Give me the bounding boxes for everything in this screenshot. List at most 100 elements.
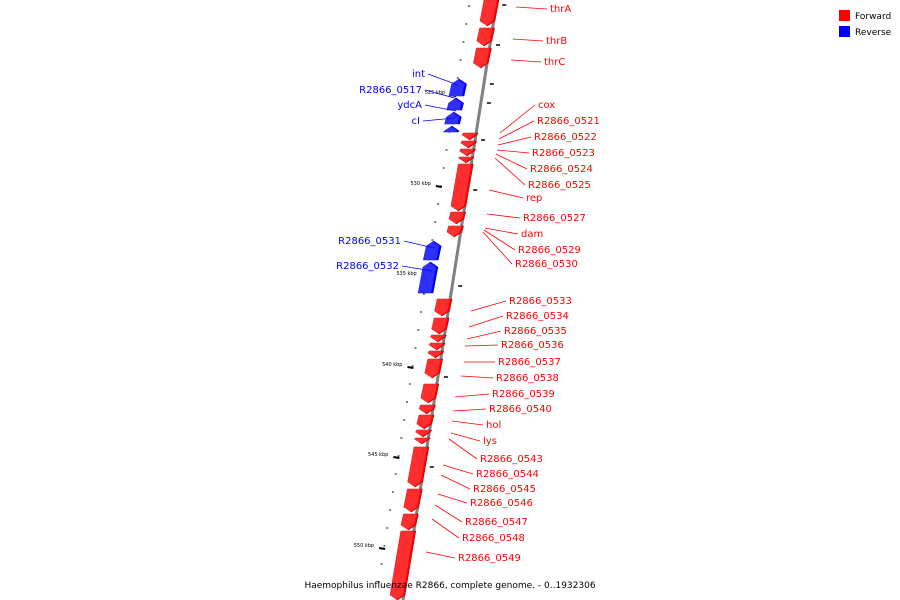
gene-feature-shade (418, 384, 437, 403)
label-connectors (401, 6, 548, 559)
gene-feature-R2866_0546[interactable] (403, 488, 423, 513)
gene-feature-R2866_0540[interactable] (418, 404, 436, 415)
gene-feature-shade (405, 447, 427, 487)
legend-reverse[interactable]: Reverse (839, 26, 892, 38)
gene-label-R2866_0529[interactable]: R2866_0529 (518, 245, 581, 256)
gene-label-R2866_0546[interactable]: R2866_0546 (470, 498, 533, 509)
gene-label-R2866_0530[interactable]: R2866_0530 (515, 259, 578, 270)
gene-label-cI[interactable]: cI (412, 116, 420, 127)
gene-feature-shade (387, 531, 414, 600)
gene-label-R2866_0522[interactable]: R2866_0522 (534, 132, 597, 143)
legend-forward[interactable]: Forward (839, 10, 891, 22)
gene-feature-R2866_0524[interactable] (450, 163, 474, 212)
gene-feature-hol[interactable] (416, 414, 435, 430)
gene-label-R2866_0536[interactable]: R2866_0536 (501, 340, 564, 351)
gene-feature-shade (398, 514, 417, 530)
gene-feature-lys[interactable] (415, 429, 433, 438)
gene-feature-R2866_0527[interactable] (446, 225, 464, 238)
gene-label-R2866_0517[interactable]: R2866_0517 (359, 85, 422, 96)
gene-feature-shade (422, 359, 441, 378)
gene-label-int[interactable]: int (412, 69, 425, 80)
gene-feature-R2866_0548[interactable] (400, 513, 419, 531)
gene-feature-cox[interactable] (461, 132, 479, 141)
gene-label-R2866_0533[interactable]: R2866_0533 (509, 296, 572, 307)
major-tick (393, 456, 400, 459)
map-title: Haemophilus influenzae R2866, complete g… (304, 581, 595, 591)
gene-feature-R2866_0525[interactable] (448, 211, 467, 225)
legend-reverse-label: Reverse (855, 28, 892, 38)
gene-feature-R2866_0539[interactable] (420, 383, 440, 404)
gene-label-R2866_0549[interactable]: R2866_0549 (458, 553, 521, 564)
connector-cI (422, 117, 456, 122)
gene-label-R2866_0535[interactable]: R2866_0535 (504, 326, 567, 337)
gene-features (387, 0, 500, 600)
gene-label-R2866_0531[interactable]: R2866_0531 (338, 236, 401, 247)
gene-label-R2866_0544[interactable]: R2866_0544 (476, 469, 539, 480)
gene-label-cox[interactable]: cox (538, 100, 555, 111)
connector-dam (484, 227, 519, 235)
gene-label-R2866_0547[interactable]: R2866_0547 (465, 517, 528, 528)
gene-label-R2866_0540[interactable]: R2866_0540 (489, 404, 552, 415)
gene-label-thrA[interactable]: thrA (550, 4, 571, 15)
gene-feature-R2866_0543[interactable] (414, 437, 431, 445)
gene-label-R2866_0534[interactable]: R2866_0534 (506, 311, 569, 322)
gene-label-R2866_0523[interactable]: R2866_0523 (532, 148, 595, 159)
gene-feature-cI[interactable] (442, 125, 460, 133)
connector-R2866_0533 (470, 300, 507, 312)
gene-label-R2866_0545[interactable]: R2866_0545 (473, 484, 536, 495)
connector-R2866_0548 (431, 518, 460, 539)
connector-R2866_0539 (454, 393, 490, 398)
scale-label: 530 kbp (410, 181, 430, 187)
gene-label-hol[interactable]: hol (486, 420, 501, 431)
gene-feature-R2866_0533[interactable] (434, 298, 453, 317)
gene-feature-shade (471, 48, 490, 68)
connector-R2866_0529 (483, 229, 516, 251)
gene-label-R2866_0521[interactable]: R2866_0521 (537, 116, 600, 127)
gene-feature-R2866_0517[interactable] (446, 97, 464, 111)
connector-hol (451, 420, 484, 426)
gene-feature-R2866_0537[interactable] (427, 350, 445, 359)
gene-feature-R2866_0536[interactable] (428, 342, 446, 351)
gene-feature-R2866_0522[interactable] (459, 148, 477, 157)
gene-label-thrB[interactable]: thrB (546, 36, 567, 47)
gene-feature-R2866_0531[interactable] (422, 240, 442, 261)
gene-feature-shade (429, 318, 448, 334)
gene-label-R2866_0548[interactable]: R2866_0548 (462, 533, 525, 544)
gene-feature-R2866_0535[interactable] (430, 334, 447, 343)
connector-R2866_0525 (494, 157, 526, 186)
gene-feature-thrC[interactable] (473, 47, 492, 69)
gene-feature-R2866_0544[interactable] (407, 446, 430, 488)
gene-label-thrC[interactable]: thrC (544, 57, 565, 68)
gene-label-R2866_0527[interactable]: R2866_0527 (523, 213, 586, 224)
gene-label-ydcA[interactable]: ydcA (397, 100, 422, 111)
connector-thrC (510, 59, 542, 63)
connector-rep (488, 189, 524, 199)
gene-feature-R2866_0534[interactable] (431, 317, 450, 335)
gene-label-R2866_0543[interactable]: R2866_0543 (480, 454, 543, 465)
gene-feature-thrB[interactable] (476, 27, 495, 47)
gene-feature-shade (401, 489, 421, 512)
gene-label-R2866_0539[interactable]: R2866_0539 (492, 389, 555, 400)
connector-R2866_0532 (401, 265, 433, 272)
gene-label-R2866_0525[interactable]: R2866_0525 (528, 180, 591, 191)
gene-feature-R2866_0523[interactable] (458, 156, 475, 164)
gene-label-lys[interactable]: lys (483, 436, 497, 447)
gene-feature-R2866_0521[interactable] (460, 140, 478, 149)
connector-R2866_0540 (452, 408, 487, 412)
gene-label-R2866_0537[interactable]: R2866_0537 (498, 357, 561, 368)
connector-R2866_0546 (437, 493, 468, 504)
connector-R2866_0547 (434, 504, 463, 523)
gene-feature-shade (448, 164, 472, 211)
gene-label-dam[interactable]: dam (521, 229, 543, 240)
gene-feature-R2866_0549[interactable] (389, 530, 417, 600)
gene-label-R2866_0532[interactable]: R2866_0532 (336, 261, 399, 272)
scale-label: 535 kbp (396, 271, 416, 277)
gene-label-rep[interactable]: rep (526, 193, 542, 204)
gene-label-R2866_0538[interactable]: R2866_0538 (496, 373, 559, 384)
connector-R2866_0549 (425, 551, 456, 559)
gene-feature-shade (413, 430, 430, 437)
gene-feature-shade (446, 79, 465, 96)
gene-feature-thrA[interactable] (479, 0, 500, 27)
gene-label-R2866_0524[interactable]: R2866_0524 (530, 164, 593, 175)
gene-feature-R2866_0538[interactable] (424, 358, 444, 379)
